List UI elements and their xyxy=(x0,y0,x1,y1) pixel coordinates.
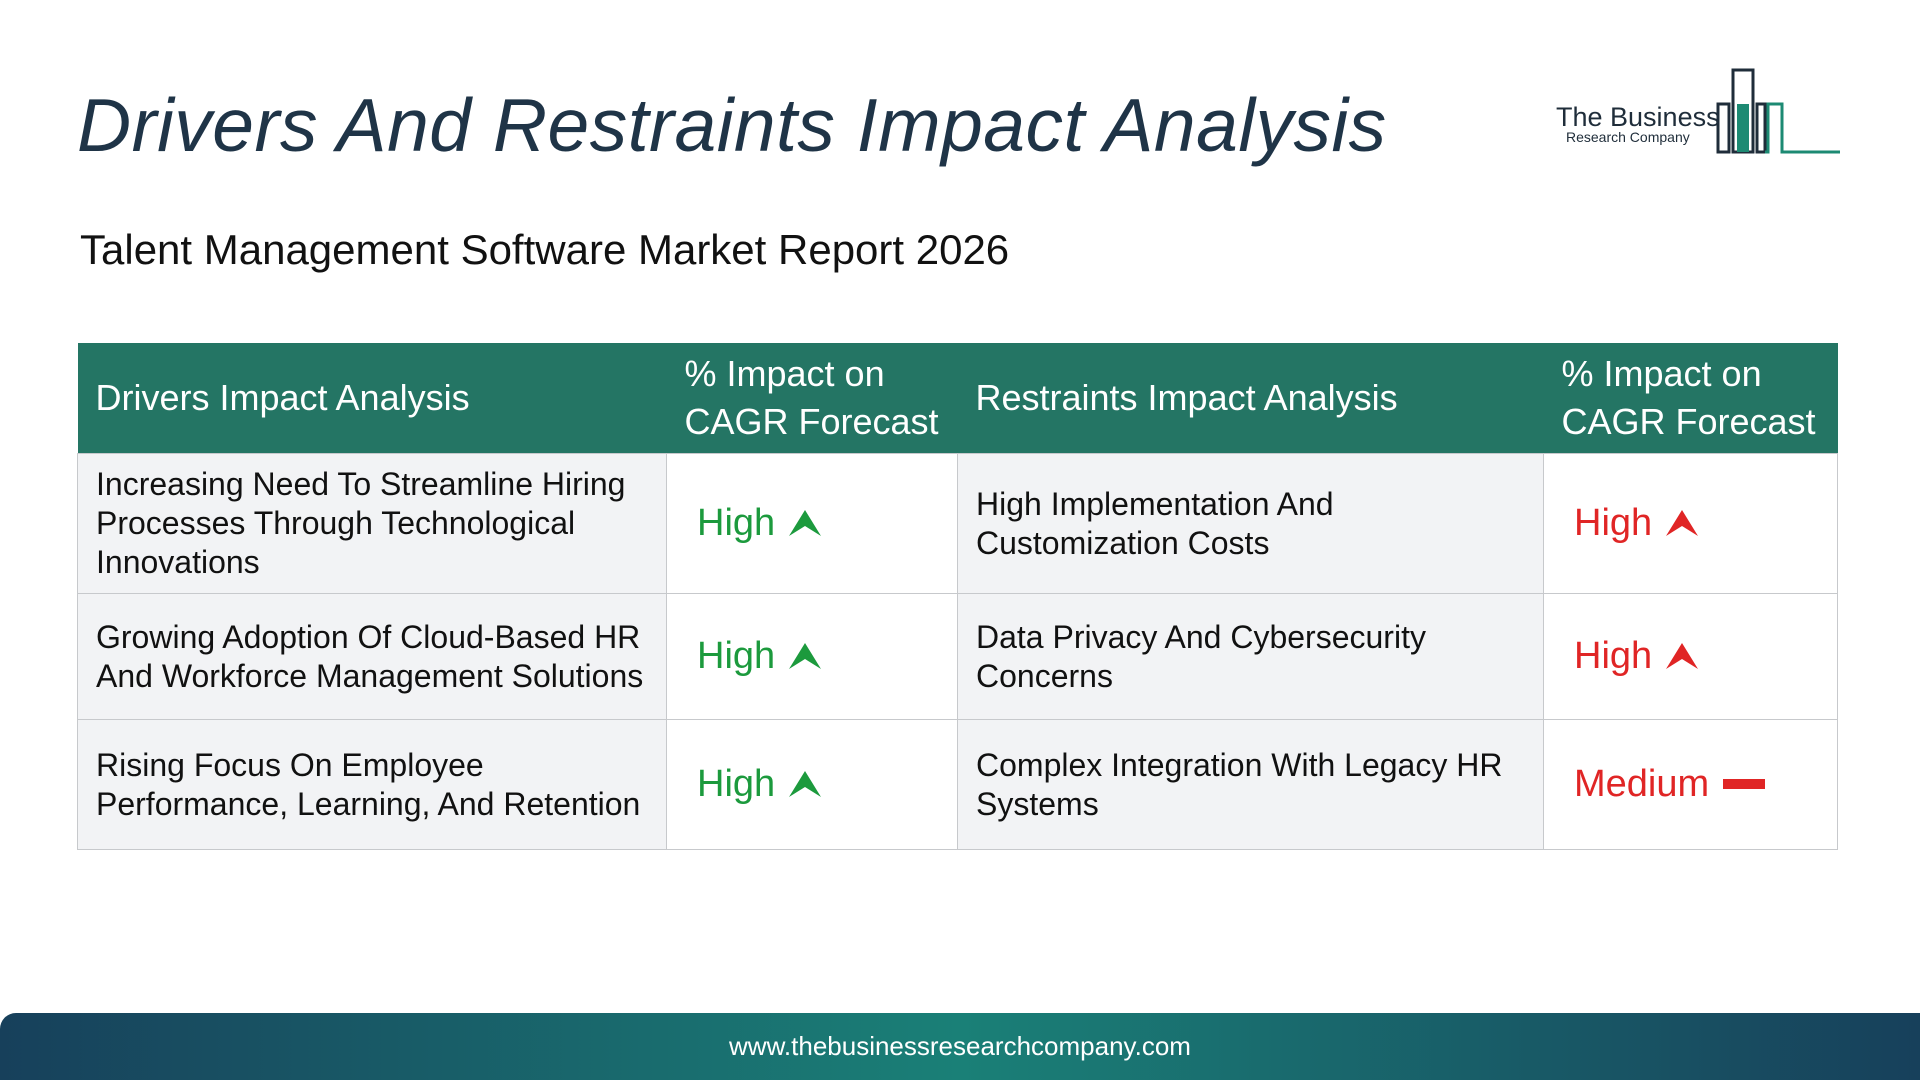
restraint-impact-label: High xyxy=(1574,501,1653,544)
page-title: Drivers And Restraints Impact Analysis xyxy=(77,83,1387,167)
header-drivers-impact-line2: CAGR Forecast xyxy=(684,401,939,442)
dash-icon xyxy=(1723,779,1766,789)
header-restraints: Restraints Impact Analysis xyxy=(957,343,1544,454)
driver-impact-cell: High xyxy=(666,593,958,720)
header-restraints-impact-line1: % Impact on xyxy=(1561,353,1762,394)
restraint-impact-cell: Medium xyxy=(1543,719,1838,850)
report-subtitle: Talent Management Software Market Report… xyxy=(80,226,1010,273)
table-row: Growing Adoption Of Cloud-Based HR And W… xyxy=(77,593,1838,720)
restraint-cell: High Implementation And Customization Co… xyxy=(957,453,1544,594)
footer-url-link[interactable]: www.thebusinessresearchcompany.com xyxy=(729,1031,1191,1061)
footer-bar: www.thebusinessresearchcompany.com xyxy=(0,1013,1920,1080)
restraint-impact-label: High xyxy=(1574,634,1653,677)
header-drivers: Drivers Impact Analysis xyxy=(77,343,667,454)
logo-subtitle: Research Company xyxy=(1566,129,1690,145)
logo-name: The Business xyxy=(1556,102,1720,132)
building-bars-icon xyxy=(1716,68,1840,154)
driver-cell: Increasing Need To Streamline Hiring Pro… xyxy=(77,453,667,594)
driver-impact-label: High xyxy=(697,501,776,544)
restraint-impact-level: High xyxy=(1574,501,1699,544)
up-arrow-icon xyxy=(1666,643,1699,669)
restraint-impact-cell: High xyxy=(1543,593,1838,720)
restraint-impact-level: High xyxy=(1574,634,1699,677)
driver-impact-level: High xyxy=(697,762,822,805)
table-row: Increasing Need To Streamline Hiring Pro… xyxy=(77,453,1838,594)
impact-table: Drivers Impact Analysis % Impact on CAGR … xyxy=(77,343,1838,850)
driver-impact-level: High xyxy=(697,634,822,677)
restraint-cell: Data Privacy And Cybersecurity Concerns xyxy=(957,593,1544,720)
header-drivers-impact: % Impact on CAGR Forecast xyxy=(666,343,958,454)
company-logo: The Business Research Company xyxy=(1550,66,1840,156)
driver-cell: Growing Adoption Of Cloud-Based HR And W… xyxy=(77,593,667,720)
driver-impact-cell: High xyxy=(666,453,958,594)
driver-impact-label: High xyxy=(697,634,776,677)
up-arrow-icon xyxy=(1666,510,1699,536)
restraint-impact-label: Medium xyxy=(1574,762,1710,805)
up-arrow-icon xyxy=(789,510,822,536)
header-restraints-impact: % Impact on CAGR Forecast xyxy=(1543,343,1838,454)
driver-impact-level: High xyxy=(697,501,822,544)
restraint-cell: Complex Integration With Legacy HR Syste… xyxy=(957,719,1544,850)
driver-cell: Rising Focus On Employee Performance, Le… xyxy=(77,719,667,850)
header-drivers-impact-line1: % Impact on xyxy=(684,353,885,394)
up-arrow-icon xyxy=(789,771,822,797)
table-row: Rising Focus On Employee Performance, Le… xyxy=(77,719,1838,850)
up-arrow-icon xyxy=(789,643,822,669)
table-header-row: Drivers Impact Analysis % Impact on CAGR … xyxy=(77,343,1838,454)
driver-impact-cell: High xyxy=(666,719,958,850)
restraint-impact-cell: High xyxy=(1543,453,1838,594)
driver-impact-label: High xyxy=(697,762,776,805)
restraint-impact-level: Medium xyxy=(1574,762,1766,805)
header-restraints-impact-line2: CAGR Forecast xyxy=(1561,401,1816,442)
